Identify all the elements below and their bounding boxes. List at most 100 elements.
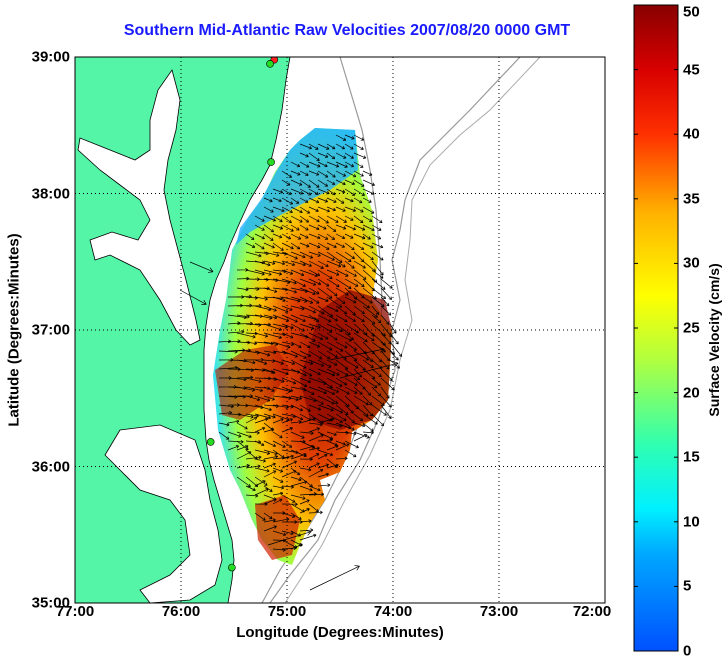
velocity-arrow — [308, 314, 320, 323]
velocity-arrow — [371, 224, 382, 231]
colorbar-tick-label: 30 — [683, 254, 700, 272]
velocity-arrow — [344, 179, 355, 185]
velocity-arrow — [254, 480, 266, 487]
velocity-arrow — [263, 498, 277, 505]
velocity-arrow — [263, 269, 283, 276]
velocity-arrow — [308, 242, 321, 249]
velocity-arrow — [299, 179, 311, 188]
velocity-arrow — [335, 251, 352, 262]
velocity-arrow — [254, 359, 268, 365]
velocity-arrow — [290, 413, 304, 421]
velocity-arrow — [326, 404, 343, 414]
velocity-arrow — [344, 170, 357, 178]
velocity-arrow — [335, 152, 347, 159]
velocity-arrow — [299, 485, 313, 492]
velocity-arrow — [389, 350, 399, 361]
x-tick-label: 77:00 — [55, 603, 95, 620]
velocity-arrow — [272, 260, 286, 266]
velocity-arrow — [308, 170, 320, 176]
velocity-arrow — [281, 233, 292, 240]
velocity-arrow — [353, 395, 369, 406]
velocity-arrow — [362, 179, 375, 187]
velocity-arrow — [227, 330, 245, 334]
velocity-arrow — [299, 278, 317, 286]
velocity-arrow — [335, 143, 346, 150]
velocity-arrow — [254, 404, 272, 412]
velocity-arrow — [362, 386, 372, 396]
velocity-arrow — [290, 350, 307, 359]
velocity-arrow — [254, 215, 265, 222]
velocity-arrow — [335, 341, 348, 349]
velocity-arrow — [344, 161, 355, 168]
velocity-arrow — [371, 413, 385, 427]
velocity-arrow — [353, 386, 363, 395]
velocity-arrow — [290, 242, 301, 250]
velocity-arrow — [335, 456, 348, 461]
velocity-arrow — [326, 170, 336, 178]
velocity-arrow — [353, 206, 364, 213]
velocity-arrow — [335, 443, 350, 451]
velocity-arrow — [290, 179, 303, 186]
velocity-arrow — [317, 197, 328, 203]
velocity-arrow — [272, 476, 284, 483]
velocity-arrow — [263, 462, 276, 469]
velocity-arrow — [308, 485, 321, 492]
velocity-arrow — [344, 224, 356, 231]
velocity-arrow — [290, 269, 305, 277]
velocity-arrow — [263, 251, 280, 257]
velocity-arrow — [227, 431, 242, 438]
velocity-arrow — [227, 419, 240, 424]
velocity-arrow — [371, 341, 386, 353]
y-tick-label: 39:00 — [31, 48, 70, 66]
velocity-arrow — [326, 143, 336, 150]
velocity-arrow — [326, 188, 336, 196]
velocity-arrow — [263, 332, 282, 340]
velocity-arrow — [362, 314, 376, 325]
velocity-arrow — [179, 289, 207, 305]
velocity-arrow — [335, 215, 347, 223]
velocity-arrow — [236, 440, 249, 451]
velocity-arrow — [335, 314, 348, 323]
velocity-arrow — [326, 332, 338, 341]
velocity-arrow — [281, 215, 292, 224]
velocity-arrow — [335, 377, 348, 386]
velocity-arrow — [236, 422, 248, 430]
velocity-arrow — [371, 386, 382, 397]
velocity-arrow — [290, 215, 303, 223]
bathymetry-contour — [284, 57, 541, 603]
radar-station-marker — [267, 158, 275, 166]
velocity-arrow — [272, 530, 287, 537]
velocity-arrow — [362, 206, 375, 214]
velocity-arrow — [353, 431, 370, 439]
velocity-arrow — [281, 512, 296, 518]
velocity-arrow — [353, 434, 368, 442]
colorbar-tick-label: 40 — [683, 125, 700, 143]
velocity-arrow — [362, 215, 373, 222]
bathymetry-contour — [269, 57, 521, 603]
velocity-arrow — [254, 426, 266, 433]
x-axis-label: Longitude (Degrees:Minutes) — [236, 624, 444, 641]
velocity-arrow — [281, 530, 294, 536]
velocity-arrow — [362, 377, 378, 389]
velocity-arrow — [353, 143, 364, 150]
y-tick-label: 36:00 — [31, 458, 70, 475]
velocity-arrow — [299, 533, 317, 541]
velocity-arrow — [317, 269, 333, 279]
velocity-arrow — [353, 296, 370, 309]
velocity-arrow — [317, 143, 330, 150]
velocity-arrow — [299, 417, 316, 424]
velocity-arrow — [362, 296, 373, 304]
velocity-arrow — [317, 251, 335, 261]
velocity-arrow — [263, 260, 276, 265]
velocity-arrow — [344, 341, 357, 351]
velocity-arrow — [317, 438, 333, 442]
velocity-arrow — [281, 260, 296, 267]
velocity-arrow — [308, 386, 327, 395]
velocity-arrow — [362, 395, 373, 406]
velocity-arrow — [353, 305, 365, 315]
velocity-arrow — [272, 485, 285, 490]
velocity-arrow — [371, 377, 381, 386]
velocity-arrow — [380, 359, 390, 370]
velocity-arrow — [290, 480, 308, 487]
velocity-arrow — [308, 224, 320, 231]
